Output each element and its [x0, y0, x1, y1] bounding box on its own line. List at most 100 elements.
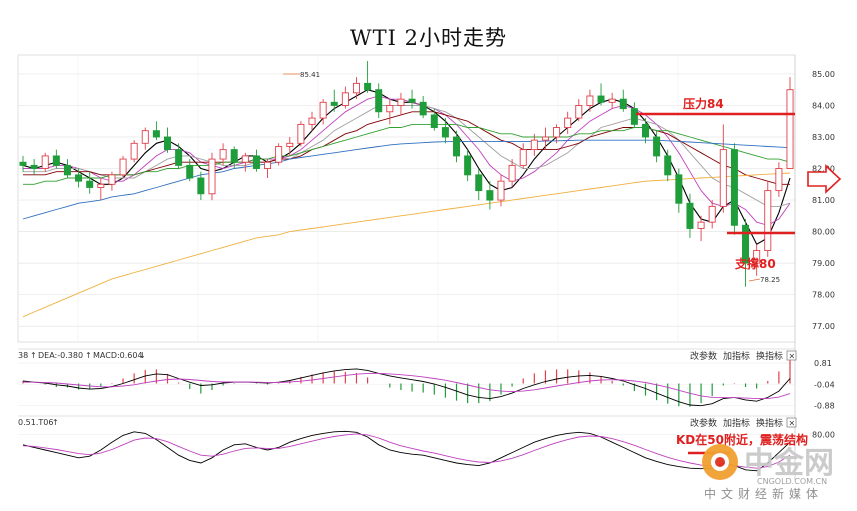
- candle-down: [486, 190, 494, 201]
- candle-up: [575, 105, 583, 119]
- candle-down: [430, 114, 438, 128]
- candle-down: [630, 108, 638, 125]
- macd-close-button[interactable]: [786, 350, 797, 361]
- arrow-right-icon: [807, 164, 842, 194]
- ma-line-4: [23, 111, 790, 185]
- price-tick-label: 78.00: [812, 291, 835, 300]
- watermark: 中金网 CNGOLD.COM.CN 中文财经新媒体: [702, 444, 834, 501]
- main-grid: [17, 54, 796, 343]
- candlesticks: [19, 60, 794, 287]
- candle-up: [753, 250, 761, 264]
- kd-close-button[interactable]: [786, 417, 797, 428]
- ma-line-1: [22, 89, 791, 245]
- watermark-slogan: 中文财经新媒体: [704, 486, 823, 501]
- candle-up: [41, 155, 49, 169]
- ma-line-3: [23, 105, 791, 207]
- candle-down: [19, 161, 27, 166]
- macd-close-icon: ×: [789, 352, 796, 361]
- candle-up: [708, 205, 716, 223]
- candle-up: [719, 149, 727, 207]
- candle-down: [453, 136, 461, 157]
- macd-macd-arrow-icon: ↑: [85, 351, 92, 360]
- moving-average-lines: [22, 89, 791, 318]
- ma-line-6: [22, 139, 791, 220]
- candle-up: [308, 117, 316, 125]
- price-tick-label: 82.00: [812, 165, 835, 174]
- candle-up: [119, 158, 127, 176]
- kd-arrow-icon: ↑: [52, 418, 59, 427]
- ma-line-5: [23, 123, 791, 185]
- candle-up: [241, 155, 249, 163]
- macd-control-add-indicator[interactable]: 加指标: [723, 350, 750, 362]
- candle-up: [141, 130, 149, 144]
- candle-down: [364, 82, 372, 91]
- watermark-brand: 中金网: [744, 446, 834, 481]
- candle-up: [553, 127, 561, 138]
- candle-up: [786, 89, 794, 169]
- candle-down: [686, 202, 694, 229]
- candle-up: [297, 123, 305, 144]
- kd-tick-label: 80.00: [812, 430, 835, 439]
- candle-down: [441, 127, 449, 138]
- macd-control-switch-indicator[interactable]: 换指标: [756, 350, 783, 362]
- kd-value-label: 0.51.T06: [18, 418, 53, 427]
- kd-k-line: [22, 430, 791, 472]
- candle-up: [497, 180, 505, 201]
- candle-down: [730, 149, 738, 226]
- candle-up: [352, 82, 360, 94]
- candle-down: [619, 98, 627, 110]
- candle-down: [408, 98, 416, 103]
- kd-close-icon: ×: [789, 419, 796, 428]
- candle-up: [386, 105, 394, 113]
- candle-down: [230, 149, 238, 163]
- candle-up: [586, 95, 594, 106]
- candle-down: [152, 130, 160, 138]
- macd-dea-arrow-icon: ↑: [30, 351, 37, 360]
- candle-down: [75, 174, 83, 182]
- macd-down-arrow-icon: ↓: [139, 351, 146, 360]
- candle-down: [197, 177, 205, 195]
- candle-down: [641, 123, 649, 138]
- candle-down: [464, 155, 472, 176]
- resistance-label: 压力84: [683, 96, 724, 111]
- candle-down: [375, 89, 383, 113]
- candle-down: [419, 101, 427, 116]
- price-tick-label: 83.00: [812, 133, 835, 142]
- candle-up: [275, 146, 283, 163]
- kd-note-label: KD在50附近，震荡结构: [676, 432, 808, 447]
- macd-panel: 0.81 -0.04 -0.88: [18, 348, 835, 411]
- candle-up: [219, 149, 227, 160]
- candle-down: [675, 174, 683, 204]
- price-tick-label: 84.00: [812, 101, 835, 110]
- kd-control-add-indicator[interactable]: 加指标: [723, 417, 750, 429]
- price-tick-label: 80.00: [812, 228, 835, 237]
- candle-down: [475, 174, 483, 192]
- macd-dea-line: [23, 372, 791, 400]
- macd-control-change-params[interactable]: 改参数: [690, 350, 717, 362]
- candle-up: [564, 117, 572, 128]
- macd-tick-label: 0.81: [814, 359, 832, 368]
- candle-up: [319, 101, 327, 119]
- candle-down: [330, 101, 338, 106]
- candle-up: [286, 142, 294, 147]
- support-label: 支撑80: [734, 256, 776, 271]
- candle-up: [108, 174, 116, 185]
- low-label: 78.25: [760, 276, 780, 284]
- kd-control-change-params[interactable]: 改参数: [690, 417, 717, 429]
- candle-down: [653, 136, 661, 157]
- candle-down: [742, 224, 750, 264]
- price-tick-label: 79.00: [812, 259, 835, 268]
- macd-dif-partial: 38: [18, 351, 28, 360]
- watermark-logo-core: [715, 457, 725, 467]
- candle-down: [664, 155, 672, 176]
- candle-down: [175, 149, 183, 166]
- candle-down: [164, 136, 172, 151]
- candle-up: [697, 221, 705, 229]
- candle-down: [252, 155, 260, 169]
- candle-up: [397, 98, 405, 106]
- candle-down: [86, 180, 94, 188]
- candle-up: [764, 190, 772, 251]
- candle-down: [52, 155, 60, 166]
- kd-control-switch-indicator[interactable]: 换指标: [756, 417, 783, 429]
